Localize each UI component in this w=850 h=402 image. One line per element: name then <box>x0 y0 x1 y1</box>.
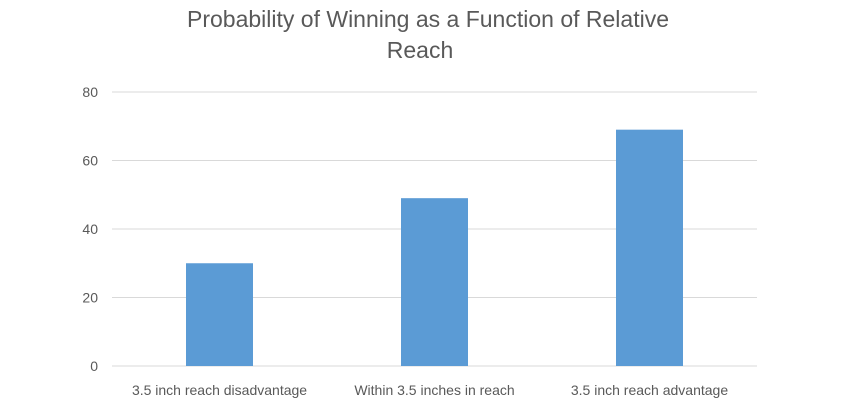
y-tick-label: 80 <box>82 84 98 100</box>
y-tick-label: 40 <box>82 221 98 237</box>
chart-title-line-1: Probability of Winning as a Function of … <box>187 6 669 32</box>
x-tick-label: 3.5 inch reach disadvantage <box>132 382 307 398</box>
y-tick-label: 0 <box>90 358 98 374</box>
bar-3 <box>616 129 683 366</box>
bar-1 <box>186 263 253 366</box>
bar-2 <box>401 198 468 366</box>
y-tick-label: 20 <box>82 290 98 306</box>
chart-title: Probability of Winning as a Function of … <box>187 6 669 63</box>
chart-title-line-2: Reach <box>387 37 453 63</box>
y-axis-tick-labels: 0 20 40 60 80 <box>82 84 98 374</box>
x-axis-tick-labels: 3.5 inch reach disadvantage Within 3.5 in… <box>132 382 728 398</box>
bars <box>186 129 683 366</box>
x-tick-label: Within 3.5 inches in reach <box>354 382 514 398</box>
y-tick-label: 60 <box>82 153 98 169</box>
x-tick-label: 3.5 inch reach advantage <box>571 382 728 398</box>
